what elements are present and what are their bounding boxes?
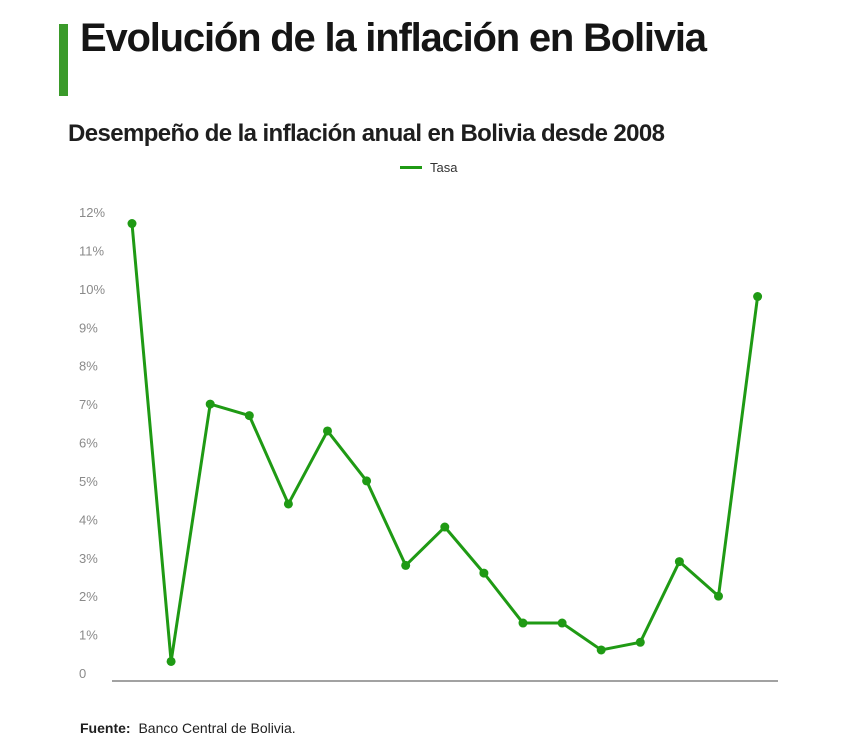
y-tick-label: 5% <box>79 474 98 489</box>
chart-subtitle: Desempeño de la inflación anual en Boliv… <box>68 120 665 147</box>
y-tick-label: 2% <box>79 589 98 604</box>
data-point <box>440 522 450 532</box>
chart-legend: Tasa <box>400 160 457 175</box>
data-point <box>635 637 645 647</box>
data-point <box>674 557 684 567</box>
y-tick-label: 4% <box>79 512 98 527</box>
y-tick-label: 10% <box>79 282 105 297</box>
y-tick-label: 6% <box>79 436 98 451</box>
series-line-tasa <box>130 222 760 663</box>
y-tick-label: 11% <box>79 243 104 258</box>
data-point <box>401 560 411 570</box>
data-point <box>557 618 567 628</box>
y-tick-label: 0 <box>79 666 86 681</box>
y-tick-label: 7% <box>79 397 98 412</box>
y-tick-label: 8% <box>79 359 98 374</box>
legend-label: Tasa <box>430 160 458 175</box>
data-point <box>323 426 332 436</box>
data-point <box>127 219 137 229</box>
page-title: Evolución de la inflación en Bolivia <box>80 16 707 60</box>
data-point <box>714 591 723 601</box>
series-points <box>127 219 763 666</box>
data-point <box>753 292 763 302</box>
y-tick-label: 9% <box>79 320 98 335</box>
source-label: Fuente: <box>80 720 131 736</box>
data-point <box>205 399 215 409</box>
data-point <box>518 618 528 628</box>
data-point <box>166 656 176 666</box>
y-tick-label: 3% <box>79 551 98 566</box>
legend-swatch <box>400 166 422 169</box>
title-accent-bar <box>59 24 68 96</box>
data-point <box>244 411 254 421</box>
source-text: Banco Central de Bolivia. <box>138 720 296 736</box>
data-point <box>596 645 606 655</box>
y-axis-ticks: 0 1% 2% 3% 4% 5% 6% 7% 8% 9% 10% 11% 12% <box>79 205 105 681</box>
y-tick-label: 12% <box>79 205 105 220</box>
data-point <box>362 476 372 486</box>
data-point <box>479 568 489 578</box>
source-note: Fuente: Banco Central de Bolivia. <box>80 720 296 736</box>
y-tick-label: 1% <box>79 628 98 643</box>
data-point <box>283 499 293 509</box>
